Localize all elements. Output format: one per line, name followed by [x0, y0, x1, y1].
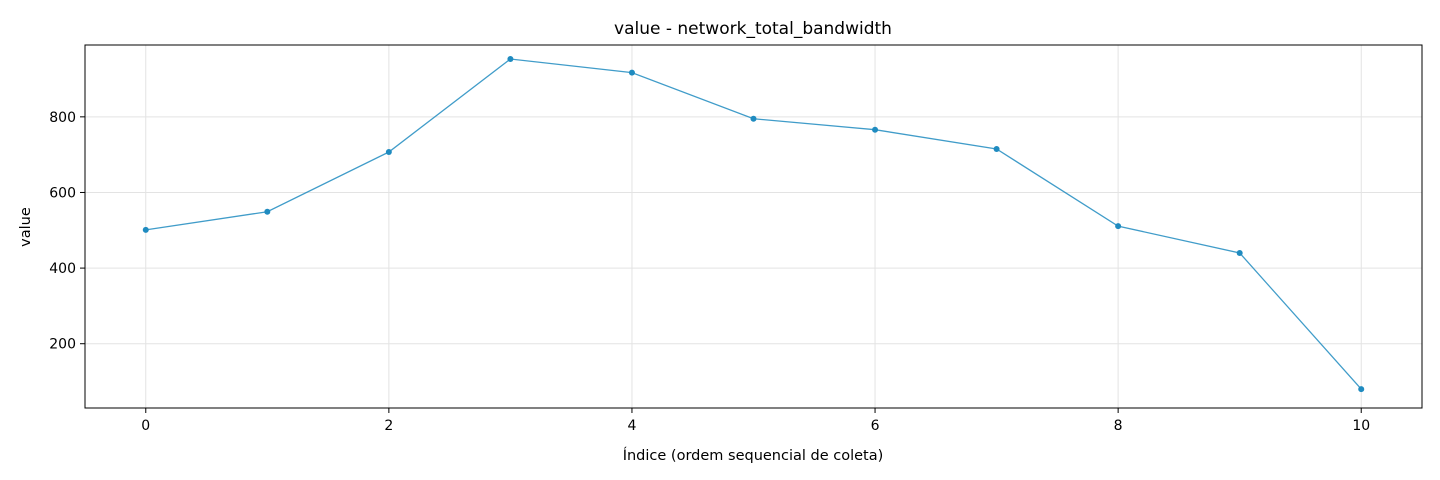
y-tick-label: 200 — [49, 337, 76, 353]
axis-ticks: 0 2 4 6 8 10 200 400 600 800 — [49, 110, 1370, 434]
data-point — [1115, 223, 1122, 230]
data-point — [264, 208, 271, 215]
plot-frame — [84, 44, 1423, 409]
data-point — [1236, 249, 1243, 256]
data-point — [142, 226, 149, 233]
series-layer — [142, 55, 1365, 393]
series-line — [145, 58, 1362, 390]
data-point — [385, 149, 392, 156]
x-axis-label: Índice (ordem sequencial de coleta) — [623, 447, 884, 464]
x-tick-label: 10 — [1352, 418, 1370, 434]
x-tick-label: 4 — [627, 418, 636, 434]
x-tick-label: 8 — [1114, 418, 1123, 434]
x-tick-label: 6 — [871, 418, 880, 434]
x-tick-label: 2 — [384, 418, 393, 434]
data-point — [1358, 386, 1365, 393]
data-point — [993, 145, 1000, 152]
chart-title: value - network_total_bandwidth — [614, 19, 892, 39]
y-axis-label: value — [18, 207, 34, 247]
y-tick-label: 400 — [49, 261, 76, 277]
y-tick-label: 600 — [49, 185, 76, 201]
grid-lines — [85, 45, 1422, 408]
data-point — [628, 69, 635, 76]
y-tick-label: 800 — [49, 110, 76, 126]
x-tick-label: 0 — [141, 418, 150, 434]
data-point — [872, 126, 879, 133]
data-point — [750, 115, 757, 122]
data-point — [507, 55, 514, 62]
